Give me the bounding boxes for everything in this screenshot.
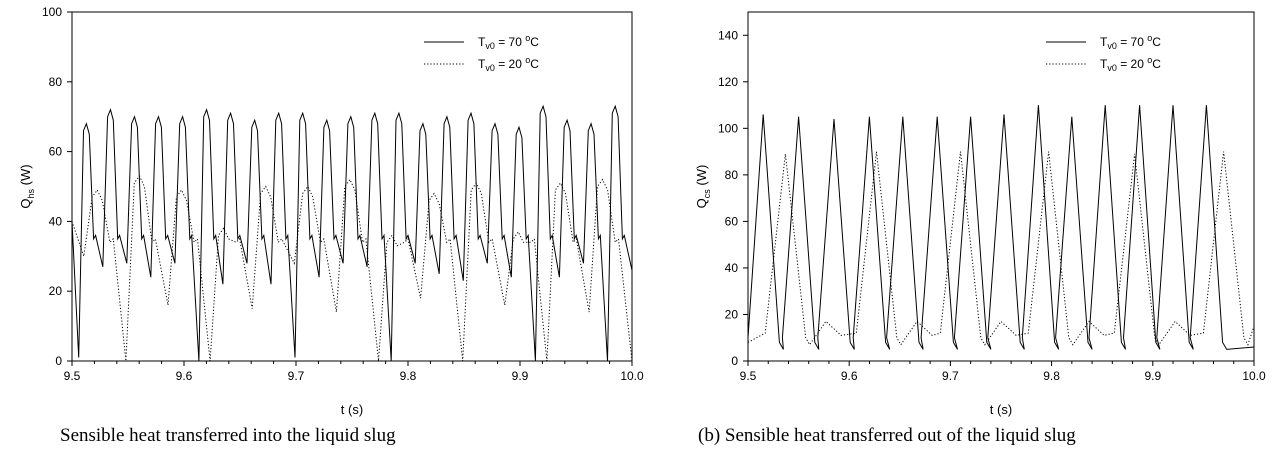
x-axis-label: t (s)	[341, 402, 363, 417]
series-line-70C	[71, 104, 633, 362]
x-tick-label: 9.8	[400, 369, 417, 383]
plot-frame	[747, 11, 1255, 362]
legend-label-rest: = 70	[1117, 35, 1147, 49]
x-tick-label: 9.9	[512, 369, 529, 383]
legend-label-rest: = 20	[495, 57, 525, 71]
legend-degree: o	[525, 55, 530, 65]
x-tick-label: 9.7	[288, 369, 305, 383]
y-tick-label: 40	[725, 261, 739, 275]
chart-heat-out-of-slug: 9.5 9.6 9.7 9.8 9.9 10.0 0 20 40 60 80 100 120 140 t (…	[694, 11, 1266, 417]
chart-heat-into-slug: 9.5 9.6 9.7 9.8 9.9 10.0 0 20 40 60 80 100 t (s) Qhs …	[18, 5, 644, 417]
legend-label-sub: v0	[485, 41, 495, 51]
legend-degree: o	[1147, 33, 1152, 43]
legend-unit: C	[1152, 57, 1161, 71]
caption-left: Sensible heat transferred into the liqui…	[60, 425, 396, 446]
plot-frame	[71, 11, 633, 362]
legend-unit: C	[530, 57, 539, 71]
legend-degree: o	[525, 33, 530, 43]
y-axis-label: Qcs (W)	[694, 165, 712, 209]
x-axis-label: t (s)	[990, 402, 1012, 417]
y-tick-label: 0	[731, 354, 738, 368]
x-tick-label: 9.5	[64, 369, 81, 383]
legend-unit: C	[530, 35, 539, 49]
y-axis-label-main: Q	[18, 198, 33, 208]
legend-label-main: T	[1100, 35, 1108, 49]
y-tick-label: 100	[42, 5, 62, 19]
legend-label-sub: v0	[485, 63, 495, 73]
legend-unit: C	[1152, 35, 1161, 49]
y-tick-label: 120	[718, 75, 738, 89]
legend-label: Tv0 = 70 oC	[478, 33, 539, 51]
y-axis-label-unit: (W)	[18, 164, 33, 189]
legend-label-rest: = 20	[1117, 57, 1147, 71]
y-axis-label: Qhs (W)	[18, 164, 36, 208]
x-tick-label: 10.0	[1242, 369, 1266, 383]
y-tick-label: 20	[49, 284, 63, 298]
y-tick-label: 60	[725, 214, 739, 228]
legend-label-sub: v0	[1107, 63, 1117, 73]
x-tick-label: 9.8	[1043, 369, 1060, 383]
legend-label-main: T	[478, 35, 486, 49]
series-line-20C	[71, 175, 633, 362]
legend-label-main: T	[1100, 57, 1108, 71]
y-tick-label: 140	[718, 28, 738, 42]
caption-right: (b) Sensible heat transferred out of the…	[698, 425, 1076, 446]
y-axis-label-sub: hs	[26, 188, 36, 198]
legend-degree: o	[1147, 55, 1152, 65]
y-axis-label-unit: (W)	[694, 165, 709, 190]
series-line-20C	[747, 151, 1255, 346]
y-tick-label: 60	[49, 145, 63, 159]
legend-label: Tv0 = 70 oC	[1100, 33, 1161, 51]
x-tick-label: 9.7	[942, 369, 959, 383]
x-tick-label: 9.6	[176, 369, 193, 383]
x-tick-label: 10.0	[620, 369, 644, 383]
legend-label-rest: = 70	[495, 35, 525, 49]
legend-label-main: T	[478, 57, 486, 71]
x-tick-label: 9.9	[1144, 369, 1161, 383]
y-tick-label: 0	[55, 354, 62, 368]
y-axis-label-main: Q	[694, 198, 709, 208]
x-tick-label: 9.6	[841, 369, 858, 383]
y-tick-label: 100	[718, 121, 738, 135]
y-tick-label: 80	[725, 168, 739, 182]
legend-label: Tv0 = 20 oC	[1100, 55, 1161, 73]
x-tick-label: 9.5	[740, 369, 757, 383]
y-tick-label: 20	[725, 307, 739, 321]
y-tick-label: 40	[49, 214, 63, 228]
y-tick-label: 80	[49, 75, 63, 89]
legend-label: Tv0 = 20 oC	[478, 55, 539, 73]
legend-label-sub: v0	[1107, 41, 1117, 51]
y-axis-label-sub: cs	[702, 189, 712, 199]
series-line-70C	[747, 105, 1255, 350]
